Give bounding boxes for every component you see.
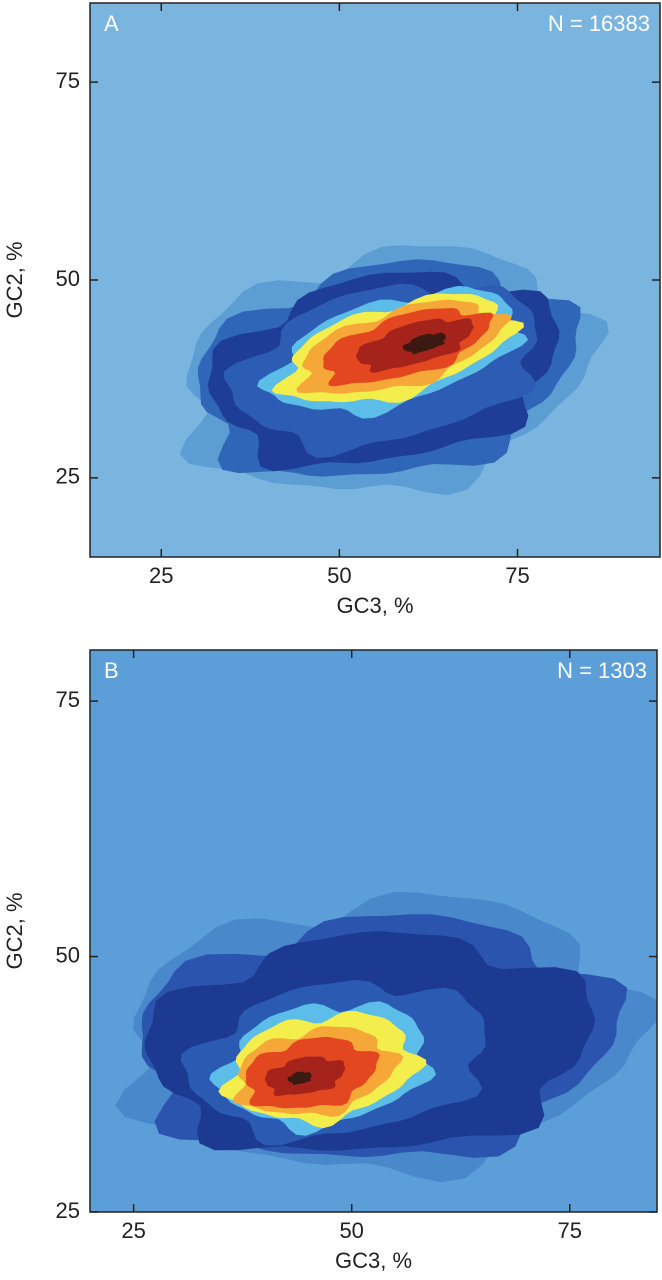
y-tick-label: 25: [56, 1198, 80, 1223]
panel: 25 50 75 25 50 75 GC3, % GC2, % A N = 16383: [2, 2, 661, 618]
x-tick-label: 25: [121, 1218, 145, 1243]
plot-frame: [89, 649, 658, 1213]
y-tick-label: 75: [56, 687, 80, 712]
y-tick-label: 25: [56, 464, 80, 489]
y-axis-label: GC2, %: [2, 241, 27, 318]
x-axis-label: GC3, %: [335, 1248, 412, 1273]
panel: 25 50 75 25 50 75 GC3, % GC2, % B N = 1303: [2, 649, 658, 1273]
x-axis-label: GC3, %: [336, 593, 413, 618]
x-tick-label: 75: [505, 563, 529, 588]
density-contours: [115, 892, 657, 1183]
x-tick-label: 50: [339, 1218, 363, 1243]
panel-label: A: [104, 11, 119, 36]
annotation: N = 1303: [557, 658, 647, 683]
y-tick-label: 50: [56, 266, 80, 291]
y-axis-label: GC2, %: [2, 892, 27, 969]
y-tick-label: 75: [56, 68, 80, 93]
density-contours: [179, 245, 609, 496]
panel-label: B: [104, 658, 119, 683]
annotation: N = 16383: [548, 11, 650, 36]
contour-region: [402, 332, 446, 355]
x-tick-label: 25: [149, 563, 173, 588]
y-tick-label: 50: [56, 942, 80, 967]
x-tick-label: 50: [327, 563, 351, 588]
contour-region: [287, 1071, 312, 1085]
x-tick-label: 75: [558, 1218, 582, 1243]
